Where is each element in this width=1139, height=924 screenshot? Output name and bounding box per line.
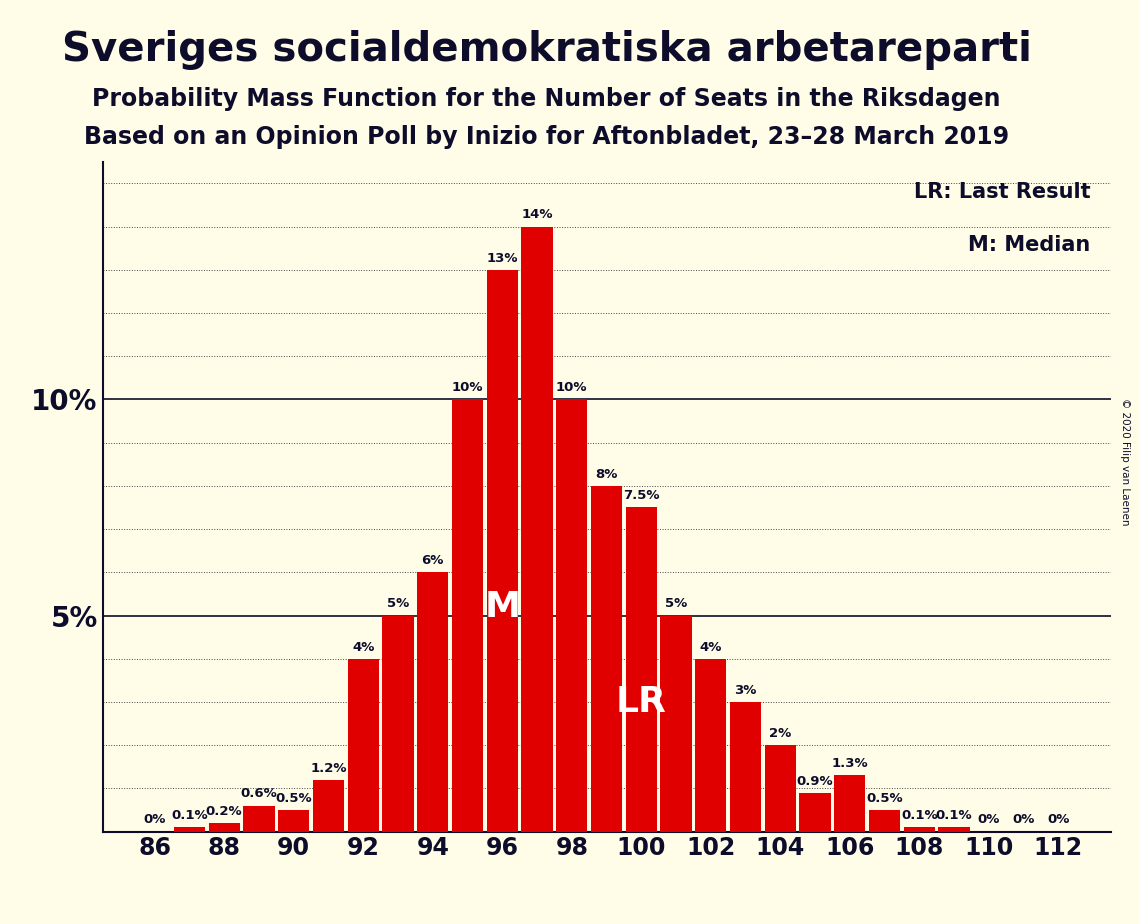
Text: 0.1%: 0.1% — [901, 809, 937, 822]
Text: 0.2%: 0.2% — [206, 805, 243, 818]
Text: 5%: 5% — [665, 597, 687, 611]
Bar — [313, 780, 344, 832]
Text: LR: Last Result: LR: Last Result — [913, 182, 1090, 201]
Bar — [556, 399, 588, 832]
Text: 10%: 10% — [452, 382, 483, 395]
Bar — [417, 572, 449, 832]
Text: 0.5%: 0.5% — [276, 792, 312, 805]
Text: 0.1%: 0.1% — [936, 809, 973, 822]
Text: 3%: 3% — [735, 684, 756, 697]
Bar — [522, 226, 552, 832]
Bar — [834, 775, 866, 832]
Bar — [661, 615, 691, 832]
Text: © 2020 Filip van Laenen: © 2020 Filip van Laenen — [1121, 398, 1130, 526]
Bar — [591, 486, 622, 832]
Bar — [383, 615, 413, 832]
Text: LR: LR — [616, 685, 666, 719]
Text: 6%: 6% — [421, 554, 444, 567]
Bar — [869, 810, 900, 832]
Text: 13%: 13% — [486, 251, 518, 264]
Bar — [174, 827, 205, 832]
Text: 0.5%: 0.5% — [867, 792, 903, 805]
Bar — [625, 507, 657, 832]
Text: 0%: 0% — [977, 813, 1000, 826]
Text: 0%: 0% — [144, 813, 166, 826]
Bar — [939, 827, 969, 832]
Bar — [278, 810, 310, 832]
Text: 8%: 8% — [596, 468, 617, 480]
Text: 0.1%: 0.1% — [171, 809, 207, 822]
Text: 0%: 0% — [1047, 813, 1070, 826]
Text: 1.2%: 1.2% — [310, 761, 346, 774]
Text: 4%: 4% — [352, 640, 375, 653]
Bar — [800, 793, 830, 832]
Text: M: M — [484, 590, 521, 624]
Text: 4%: 4% — [699, 640, 722, 653]
Bar — [347, 659, 379, 832]
Text: 1.3%: 1.3% — [831, 758, 868, 771]
Text: Probability Mass Function for the Number of Seats in the Riksdagen: Probability Mass Function for the Number… — [92, 87, 1001, 111]
Text: M: Median: M: Median — [968, 236, 1090, 255]
Bar — [486, 270, 518, 832]
Text: 14%: 14% — [522, 208, 552, 222]
Text: Sveriges socialdemokratiska arbetareparti: Sveriges socialdemokratiska arbetarepart… — [62, 30, 1032, 69]
Bar — [730, 702, 761, 832]
Bar — [452, 399, 483, 832]
Text: 7.5%: 7.5% — [623, 490, 659, 503]
Text: 5%: 5% — [387, 597, 409, 611]
Bar — [244, 806, 274, 832]
Text: 0.9%: 0.9% — [797, 774, 834, 787]
Text: 0%: 0% — [1013, 813, 1035, 826]
Text: 10%: 10% — [556, 382, 588, 395]
Text: 2%: 2% — [769, 727, 792, 740]
Bar — [695, 659, 727, 832]
Bar — [764, 745, 796, 832]
Bar — [208, 823, 240, 832]
Bar — [903, 827, 935, 832]
Text: 0.6%: 0.6% — [240, 787, 277, 800]
Text: Based on an Opinion Poll by Inizio for Aftonbladet, 23–28 March 2019: Based on an Opinion Poll by Inizio for A… — [84, 125, 1009, 149]
